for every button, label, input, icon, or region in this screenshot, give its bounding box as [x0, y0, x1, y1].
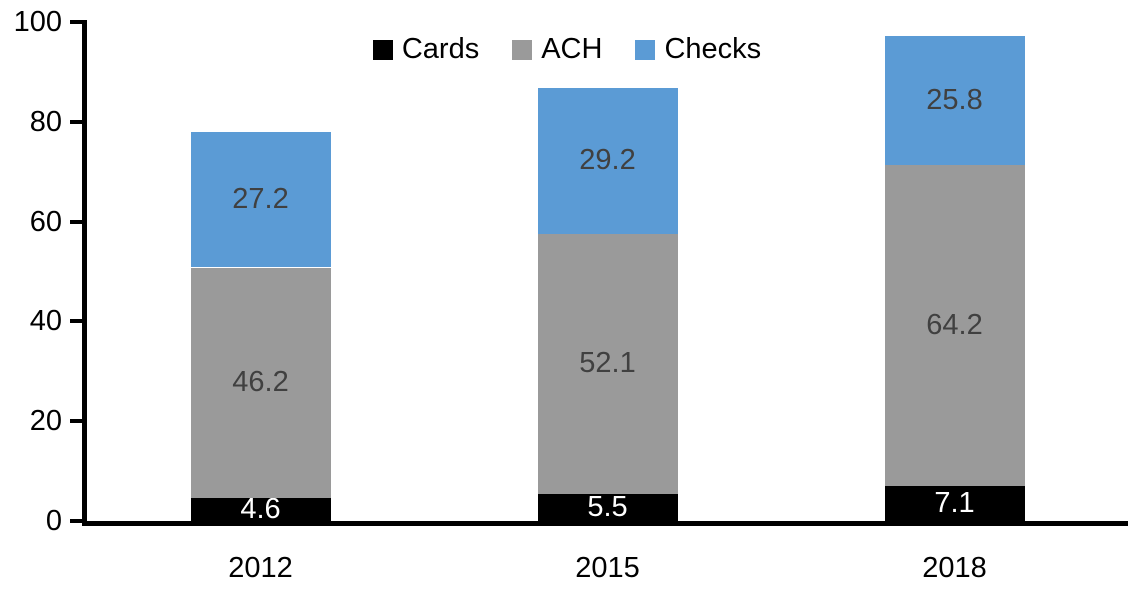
bar-value-label: 27.2 — [232, 183, 289, 216]
legend-swatch-cards — [372, 39, 393, 60]
chart-legend: Cards ACH Checks — [0, 33, 1134, 66]
bar-value-label: 64.2 — [926, 308, 983, 341]
bar-value-label: 46.2 — [232, 366, 289, 399]
y-axis-tick-label: 0 — [45, 505, 62, 537]
legend-label: Cards — [401, 33, 480, 65]
legend-item-checks: Checks — [635, 33, 761, 66]
bar-value-label: 52.1 — [579, 347, 636, 380]
bar-segment-cards-2018: 7.1 — [884, 485, 1025, 521]
bar-value-label: 7.1 — [934, 486, 975, 519]
y-axis-line — [82, 20, 87, 526]
legend-item-cards: Cards — [372, 33, 480, 66]
bar-value-label: 5.5 — [587, 490, 628, 523]
legend-label: ACH — [541, 33, 603, 65]
bar-segment-checks-2012: 27.2 — [190, 131, 331, 268]
legend-label: Checks — [664, 33, 762, 65]
bar-value-label: 29.2 — [579, 144, 636, 177]
x-axis-category-label: 2015 — [575, 552, 640, 584]
legend-item-ach: ACH — [512, 33, 602, 66]
y-axis-tick-label: 100 — [13, 6, 62, 38]
y-axis-tick-label: 20 — [29, 405, 62, 438]
bar-segment-checks-2018: 25.8 — [884, 36, 1025, 166]
y-axis-tick — [70, 219, 82, 224]
bar-segment-ach-2015: 52.1 — [537, 233, 678, 494]
x-axis-category-label: 2018 — [922, 552, 987, 584]
bar-segment-ach-2018: 64.2 — [884, 165, 1025, 486]
y-axis-tick — [70, 119, 82, 124]
bar-segment-checks-2015: 29.2 — [537, 87, 678, 234]
y-axis-tick — [70, 519, 82, 523]
bar-segment-cards-2012: 4.6 — [190, 493, 331, 526]
bar-segment-ach-2012: 46.2 — [190, 267, 331, 499]
x-axis-category-label: 2012 — [228, 552, 293, 584]
y-axis-tick — [70, 20, 82, 24]
legend-swatch-ach — [512, 39, 533, 60]
x-axis-line — [82, 521, 1128, 526]
legend-swatch-checks — [635, 39, 656, 60]
y-axis-tick — [70, 319, 82, 324]
y-axis-tick — [70, 419, 82, 424]
y-axis-tick-label: 60 — [29, 205, 62, 238]
bar-value-label: 25.8 — [926, 84, 983, 117]
bar-segment-cards-2015: 5.5 — [537, 490, 678, 523]
y-axis-tick-label: 80 — [29, 105, 62, 138]
y-axis-tick-label: 40 — [29, 305, 62, 338]
bar-value-label: 4.6 — [240, 493, 281, 526]
